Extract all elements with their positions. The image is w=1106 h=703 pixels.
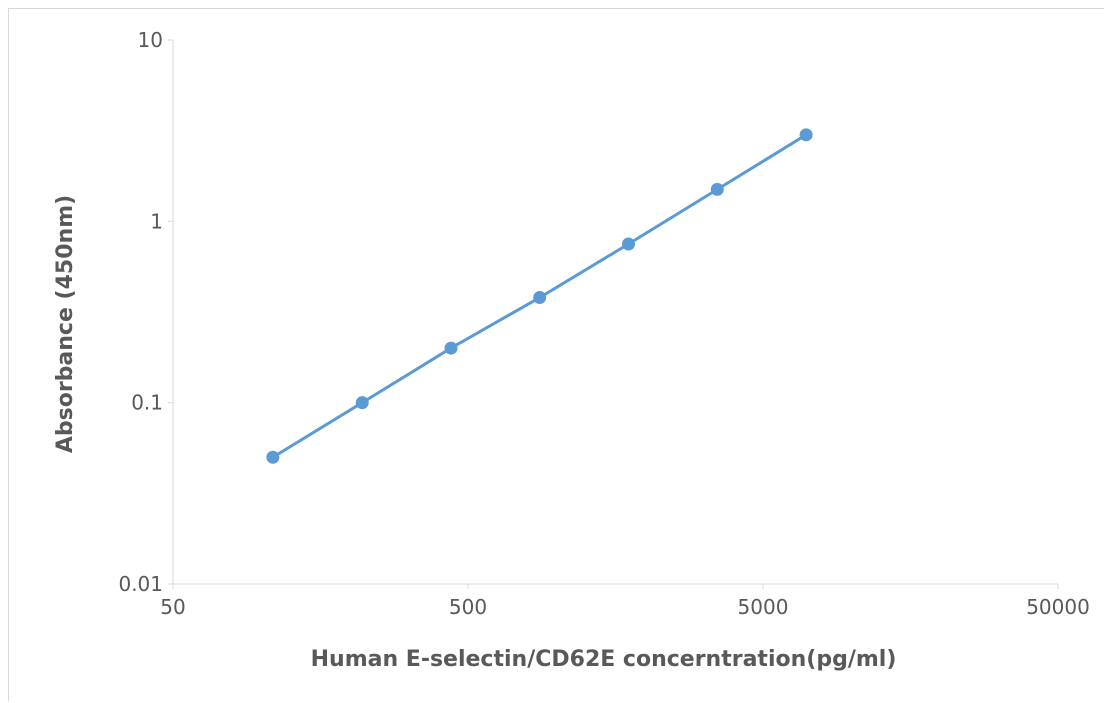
y-tick-label: 0.01 (118, 572, 163, 596)
x-tick-label: 50 (160, 595, 185, 619)
y-tick-label: 10 (138, 28, 163, 52)
chart-frame (8, 8, 1104, 701)
y-tick-labels: 0.01 0.1 1 10 (118, 28, 163, 596)
data-point (622, 237, 636, 251)
x-axis-title: Human E-selectin/CD62E concerntration(pg… (311, 647, 897, 672)
data-point (444, 341, 458, 355)
x-tick-label: 500 (449, 595, 487, 619)
x-tick-label: 50000 (1026, 595, 1090, 619)
data-point (710, 182, 724, 196)
y-axis-title: Absorbance (450nm) (53, 195, 78, 453)
y-tick-label: 0.1 (131, 391, 163, 415)
axes (168, 39, 1059, 589)
series-layer (266, 128, 813, 464)
data-point (355, 396, 369, 410)
x-tick-labels: 50 500 5000 50000 (160, 595, 1090, 619)
y-tick-label: 1 (150, 209, 163, 233)
data-point (533, 291, 547, 305)
data-point (266, 450, 280, 464)
x-tick-label: 5000 (738, 595, 789, 619)
data-point (799, 128, 813, 142)
